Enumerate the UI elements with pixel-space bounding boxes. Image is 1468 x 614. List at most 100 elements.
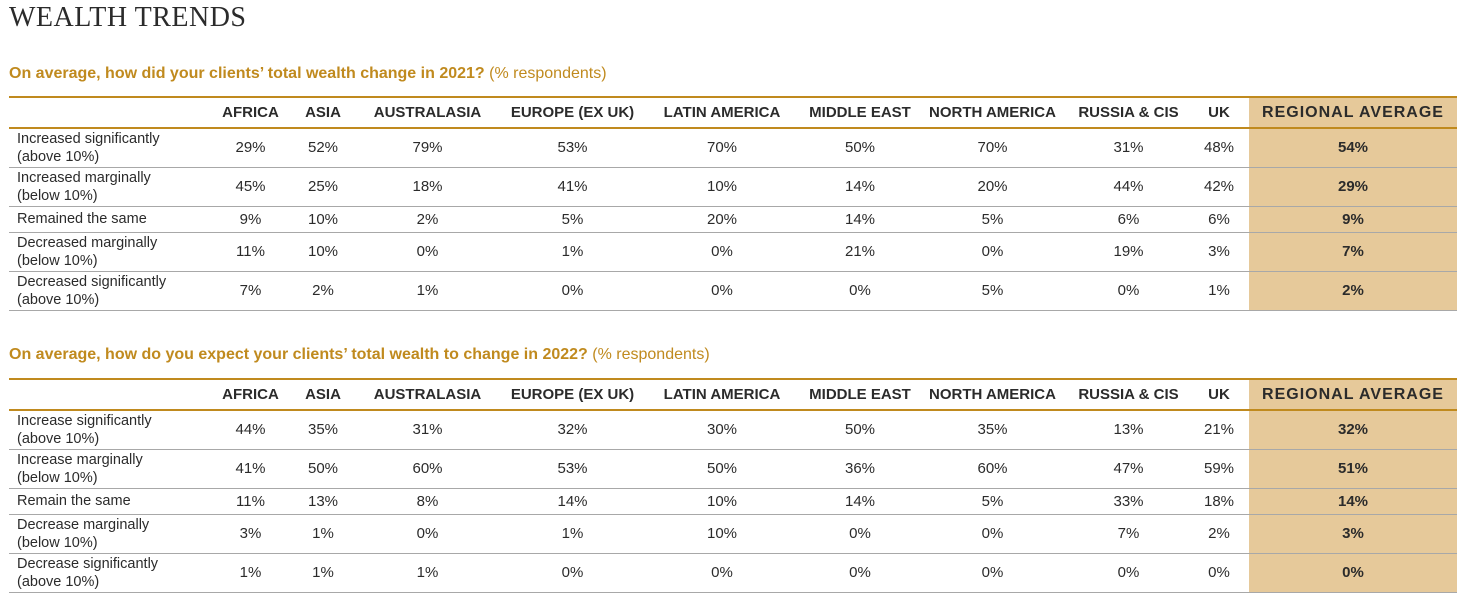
header-asia: ASIA [305, 386, 341, 403]
cell-russia-cis: 0% [1117, 564, 1140, 581]
cell-russia-cis: 31% [1113, 139, 1144, 157]
cell-regional-average: 0% [1249, 553, 1457, 592]
header-australasia: AUSTRALASIA [373, 386, 482, 403]
row-label: Decreased significantly (above 10%) [9, 271, 206, 310]
cell-africa: 3% [239, 525, 262, 542]
cell-africa: 44% [235, 421, 266, 439]
cell-north-america: 70% [977, 139, 1008, 157]
header-europe: EUROPE (EX UK) [510, 104, 635, 121]
cell-asia: 52% [307, 139, 339, 157]
cell-middle-east: 36% [844, 460, 876, 477]
row-label: Increased significantly (above 10%) [9, 128, 206, 167]
cell-uk: 48% [1203, 139, 1235, 157]
cell-middle-east: 14% [844, 178, 876, 195]
cell-regional-average: 3% [1249, 514, 1457, 553]
table-row: Increase significantly (above 10%) 44% 35… [9, 410, 1457, 449]
question-note: (% respondents) [592, 346, 710, 363]
cell-middle-east: 0% [849, 282, 871, 299]
cell-africa: 9% [239, 210, 262, 228]
cell-middle-east: 0% [849, 564, 871, 581]
header-middle-east: MIDDLE EAST [809, 104, 911, 121]
cell-africa: 41% [235, 460, 266, 477]
page-title: WEALTH TRENDS [9, 2, 247, 33]
table-row: Increase marginally (below 10%) 41% 50% 6… [9, 449, 1457, 488]
cell-latin-america: 10% [706, 525, 738, 542]
header-row: AFRICA ASIA AUSTRALASIA EUROPE (EX UK) L… [9, 97, 1457, 128]
header-asia: ASIA [305, 104, 341, 121]
table-row: Remained the same 9% 10% 2% 5% 20% 14% 5… [9, 206, 1457, 232]
cell-australasia: 18% [412, 178, 443, 195]
table-row: Remain the same 11% 13% 8% 14% 10% 14% 5… [9, 488, 1457, 514]
cell-uk: 59% [1203, 460, 1235, 477]
cell-latin-america: 10% [706, 178, 738, 195]
cell-africa: 11% [236, 492, 265, 510]
cell-middle-east: 50% [844, 421, 876, 439]
cell-australasia: 60% [412, 460, 443, 477]
cell-europe: 0% [561, 282, 584, 299]
cell-europe: 32% [557, 421, 588, 439]
cell-regional-average: 9% [1249, 206, 1457, 232]
cell-africa: 1% [239, 564, 262, 581]
cell-asia: 2% [312, 282, 334, 299]
cell-uk: 3% [1208, 243, 1230, 260]
row-label: Increase marginally (below 10%) [9, 449, 206, 488]
cell-regional-average: 14% [1249, 488, 1457, 514]
row-label-main: Decrease significantly [17, 555, 159, 572]
question-2021: On average, how did your clients’ total … [9, 65, 607, 83]
cell-uk: 42% [1203, 178, 1235, 195]
header-africa: AFRICA [222, 104, 279, 121]
header-russia-cis: RUSSIA & CIS [1078, 386, 1179, 403]
row-label-main: Decreased significantly [17, 273, 167, 290]
cell-australasia: 1% [416, 282, 439, 299]
cell-australasia: 79% [412, 139, 443, 157]
row-label-sub: (above 10%) [17, 430, 100, 447]
header-regional-average: REGIONAL AVERAGE [1249, 379, 1457, 410]
cell-africa: 7% [239, 282, 262, 299]
cell-russia-cis: 19% [1113, 243, 1144, 260]
cell-latin-america: 0% [711, 282, 733, 299]
table-row: Increased marginally (below 10%) 45% 25% … [9, 167, 1457, 206]
row-label-main: Remain the same [17, 493, 131, 509]
row-label-main: Decrease marginally [17, 516, 150, 533]
row-label: Increased marginally (below 10%) [9, 167, 206, 206]
question-2022: On average, how do you expect your clien… [9, 346, 710, 364]
cell-north-america: 5% [981, 492, 1004, 510]
row-label: Increase significantly (above 10%) [9, 410, 206, 449]
header-latin-america: LATIN AMERICA [663, 104, 781, 121]
cell-russia-cis: 0% [1117, 282, 1140, 299]
row-label: Remain the same [9, 488, 206, 514]
table-row: Decreased significantly (above 10%) 7% 2%… [9, 271, 1457, 310]
cell-australasia: 2% [416, 210, 439, 228]
question-text: On average, how did your clients’ total … [9, 65, 485, 82]
cell-latin-america: 30% [706, 421, 738, 439]
row-label-sub: (above 10%) [17, 573, 100, 590]
cell-russia-cis: 33% [1113, 492, 1144, 510]
row-label-sub: (above 10%) [17, 291, 100, 308]
cell-australasia: 0% [416, 525, 439, 542]
cell-russia-cis: 44% [1113, 178, 1144, 195]
cell-europe: 5% [561, 210, 584, 228]
cell-uk: 0% [1208, 564, 1230, 581]
cell-north-america: 0% [981, 525, 1004, 542]
header-north-america: NORTH AMERICA [929, 386, 1056, 403]
header-russia-cis: RUSSIA & CIS [1078, 104, 1179, 121]
cell-russia-cis: 7% [1117, 525, 1140, 542]
cell-uk: 18% [1203, 492, 1235, 510]
cell-europe: 1% [561, 525, 584, 542]
cell-uk: 2% [1208, 525, 1230, 542]
cell-north-america: 20% [977, 178, 1008, 195]
cell-middle-east: 21% [844, 243, 876, 260]
cell-asia: 35% [307, 421, 339, 439]
row-label: Decrease significantly (above 10%) [9, 553, 206, 592]
table-row: Increased significantly (above 10%) 29% 5… [9, 128, 1457, 167]
row-label-main: Decreased marginally [17, 234, 158, 251]
cell-uk: 1% [1208, 282, 1230, 299]
cell-latin-america: 0% [711, 564, 733, 581]
row-label: Remained the same [9, 206, 206, 232]
cell-africa: 11% [236, 243, 265, 260]
cell-regional-average: 51% [1249, 449, 1457, 488]
row-label-main: Increased marginally [17, 169, 151, 186]
header-latin-america: LATIN AMERICA [663, 386, 781, 403]
header-blank [9, 379, 206, 410]
cell-australasia: 8% [416, 492, 439, 510]
